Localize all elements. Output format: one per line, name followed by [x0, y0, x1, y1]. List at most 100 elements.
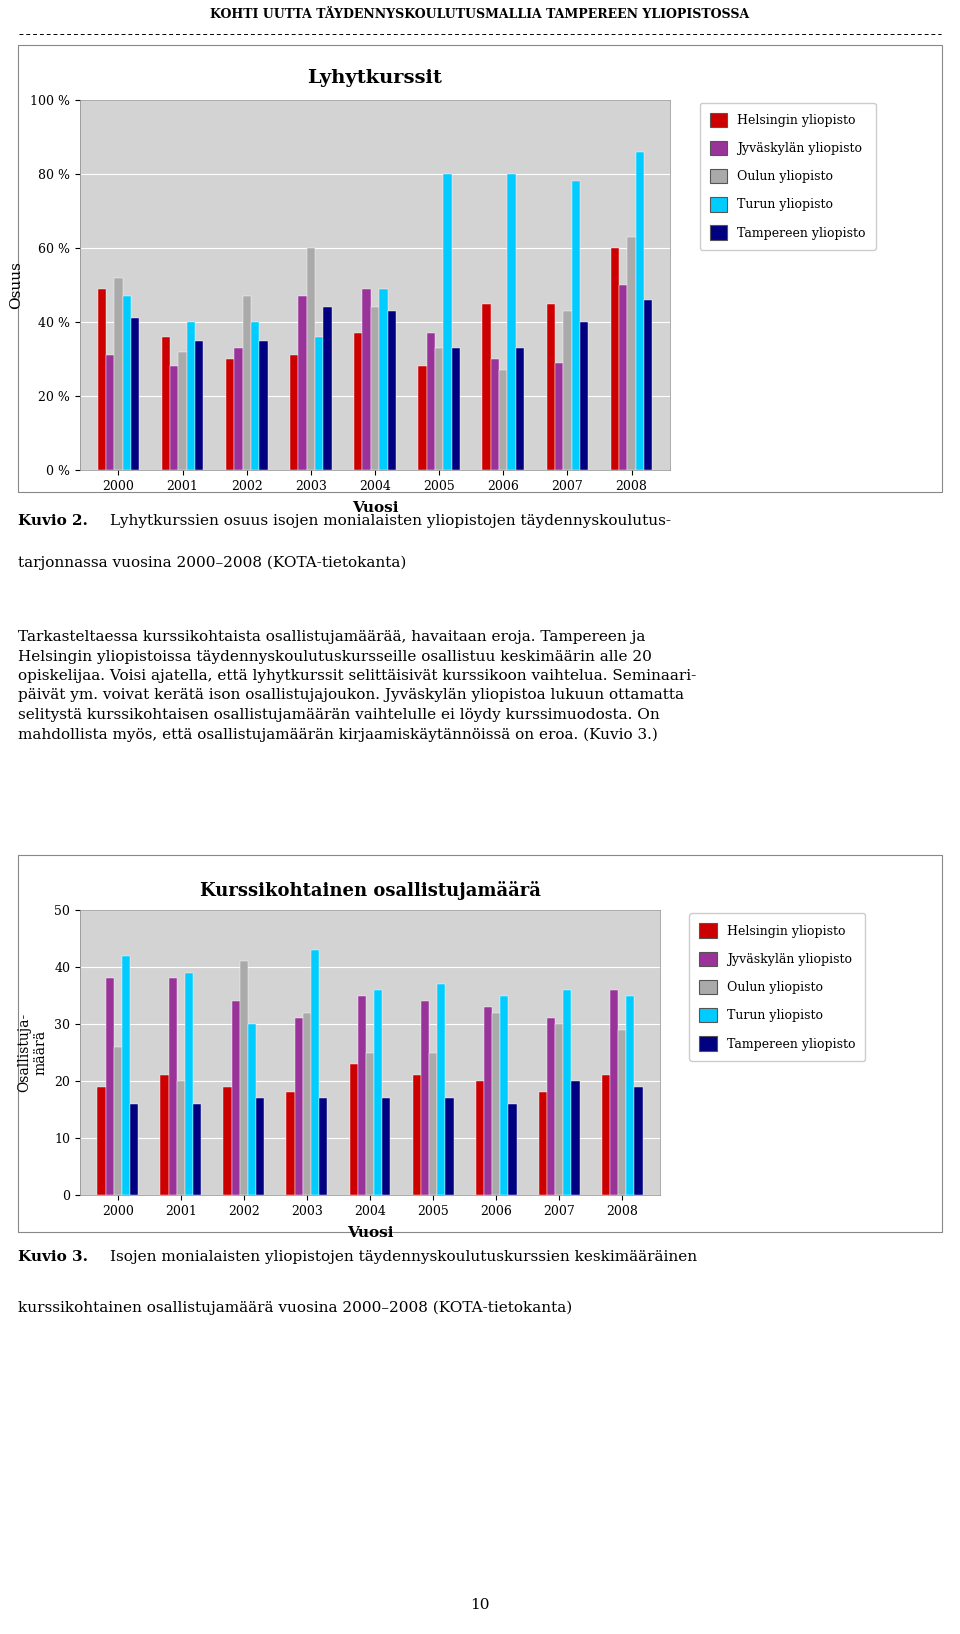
Bar	[177, 1082, 185, 1194]
Bar	[429, 1052, 437, 1194]
Bar	[382, 1098, 391, 1194]
X-axis label: Vuosi: Vuosi	[351, 502, 398, 515]
Bar	[286, 1093, 295, 1194]
Bar	[445, 1098, 453, 1194]
Bar	[295, 1018, 302, 1194]
Y-axis label: Osuus: Osuus	[10, 261, 23, 309]
Bar	[419, 366, 426, 471]
Bar	[170, 366, 179, 471]
Bar	[311, 949, 320, 1194]
X-axis label: Vuosi: Vuosi	[347, 1226, 394, 1240]
Bar	[224, 1087, 231, 1194]
Bar	[193, 1105, 202, 1194]
Bar	[248, 1025, 256, 1194]
Title: Kurssikohtainen osallistujamäärä: Kurssikohtainen osallistujamäärä	[200, 881, 540, 900]
Bar	[122, 956, 131, 1194]
Bar	[324, 307, 332, 471]
Bar	[123, 296, 131, 471]
Bar	[371, 307, 379, 471]
Bar	[379, 289, 388, 471]
Bar	[251, 322, 259, 471]
Bar	[106, 355, 114, 471]
Bar	[475, 1082, 484, 1194]
Bar	[610, 990, 618, 1194]
Bar	[240, 961, 248, 1194]
Bar	[444, 173, 451, 471]
Bar	[626, 995, 635, 1194]
Bar	[627, 237, 636, 471]
Legend: Helsingin yliopisto, Jyväskylän yliopisto, Oulun yliopisto, Turun yliopisto, Tam: Helsingin yliopisto, Jyväskylän yliopist…	[700, 103, 876, 250]
Bar	[539, 1093, 547, 1194]
Bar	[508, 173, 516, 471]
Bar	[98, 289, 106, 471]
Bar	[195, 340, 204, 471]
Bar	[179, 351, 187, 471]
Bar	[131, 1105, 138, 1194]
Bar	[349, 1064, 358, 1194]
Bar	[555, 1025, 564, 1194]
Bar	[564, 990, 571, 1194]
Text: Tarkasteltaessa kurssikohtaista osallistujamäärää, havaitaan eroja. Tampereen ja: Tarkasteltaessa kurssikohtaista osallist…	[18, 631, 696, 742]
Bar	[547, 1018, 555, 1194]
Bar	[187, 322, 195, 471]
Bar	[388, 310, 396, 471]
Bar	[306, 248, 315, 471]
Bar	[243, 296, 251, 471]
Bar	[363, 289, 371, 471]
Bar	[564, 310, 571, 471]
Text: kurssikohtainen osallistujamäärä vuosina 2000–2008 (KOTA-tietokanta): kurssikohtainen osallistujamäärä vuosina…	[18, 1301, 572, 1315]
Bar	[256, 1098, 264, 1194]
Bar	[234, 348, 243, 471]
Bar	[492, 1013, 500, 1194]
Bar	[169, 979, 177, 1194]
Bar	[413, 1075, 420, 1194]
Bar	[358, 995, 366, 1194]
Bar	[636, 152, 644, 471]
Bar	[619, 284, 627, 471]
Bar	[185, 972, 193, 1194]
Bar	[162, 337, 170, 471]
Bar	[420, 1002, 429, 1194]
Bar	[226, 359, 234, 471]
Bar	[499, 369, 508, 471]
Bar	[618, 1029, 626, 1194]
Bar	[571, 181, 580, 471]
Bar	[435, 348, 444, 471]
Bar	[483, 304, 491, 471]
Bar	[354, 333, 363, 471]
Bar	[580, 322, 588, 471]
Bar	[516, 348, 524, 471]
Text: Kuvio 2.: Kuvio 2.	[18, 513, 88, 528]
Bar	[299, 296, 306, 471]
Bar	[500, 995, 509, 1194]
Title: Lyhytkurssit: Lyhytkurssit	[307, 69, 443, 87]
Bar	[451, 348, 460, 471]
Bar	[315, 337, 324, 471]
Bar	[106, 979, 113, 1194]
Bar	[571, 1082, 580, 1194]
Bar	[484, 1007, 492, 1194]
Bar	[231, 1002, 240, 1194]
Bar	[113, 1047, 122, 1194]
Bar	[555, 363, 564, 471]
Legend: Helsingin yliopisto, Jyväskylän yliopisto, Oulun yliopisto, Turun yliopisto, Tam: Helsingin yliopisto, Jyväskylän yliopist…	[689, 913, 866, 1060]
Bar	[491, 359, 499, 471]
Bar	[635, 1087, 642, 1194]
Bar	[114, 278, 123, 471]
Bar	[97, 1087, 106, 1194]
Text: KOHTI UUTTA TÄYDENNYSKOULUTUSMALLIA TAMPEREEN YLIOPISTOSSA: KOHTI UUTTA TÄYDENNYSKOULUTUSMALLIA TAMP…	[210, 8, 750, 21]
Bar	[320, 1098, 327, 1194]
Bar	[509, 1105, 516, 1194]
Bar	[644, 299, 653, 471]
Bar	[437, 984, 445, 1194]
Bar	[602, 1075, 610, 1194]
Bar	[546, 304, 555, 471]
Text: Lyhytkurssien osuus isojen monialaisten yliopistojen täydennyskoulutus-: Lyhytkurssien osuus isojen monialaisten …	[110, 513, 671, 528]
Bar	[131, 319, 139, 471]
Text: tarjonnassa vuosina 2000–2008 (KOTA-tietokanta): tarjonnassa vuosina 2000–2008 (KOTA-tiet…	[18, 556, 406, 570]
Text: 10: 10	[470, 1598, 490, 1613]
Bar	[366, 1052, 374, 1194]
Bar	[160, 1075, 169, 1194]
Bar	[426, 333, 435, 471]
Text: Kuvio 3.: Kuvio 3.	[18, 1250, 88, 1263]
